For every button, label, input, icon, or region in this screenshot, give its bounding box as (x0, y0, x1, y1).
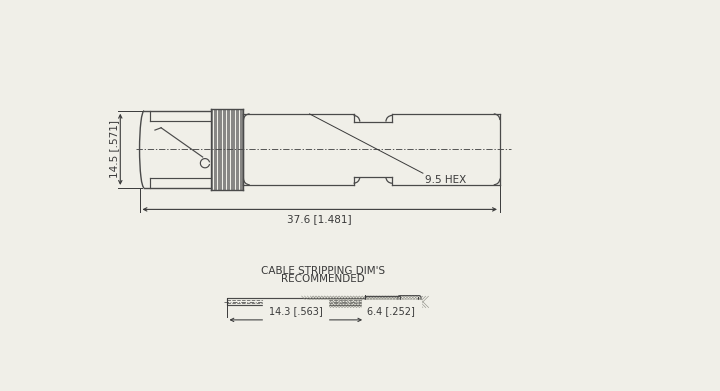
Text: 14.3 [.563]: 14.3 [.563] (269, 306, 323, 316)
Text: 14.5 [.571]: 14.5 [.571] (109, 120, 119, 178)
Text: 6.4 [.252]: 6.4 [.252] (367, 306, 415, 316)
Text: 37.6 [1.481]: 37.6 [1.481] (287, 214, 352, 224)
Bar (365, 296, 400, 308)
Bar (365, 296, 400, 308)
FancyBboxPatch shape (398, 296, 421, 308)
Text: CABLE STRIPPING DIM'S: CABLE STRIPPING DIM'S (261, 266, 385, 276)
Bar (227, 298, 365, 305)
Text: 9.5 HEX: 9.5 HEX (426, 175, 467, 185)
Text: RECOMMENDED: RECOMMENDED (281, 274, 364, 284)
